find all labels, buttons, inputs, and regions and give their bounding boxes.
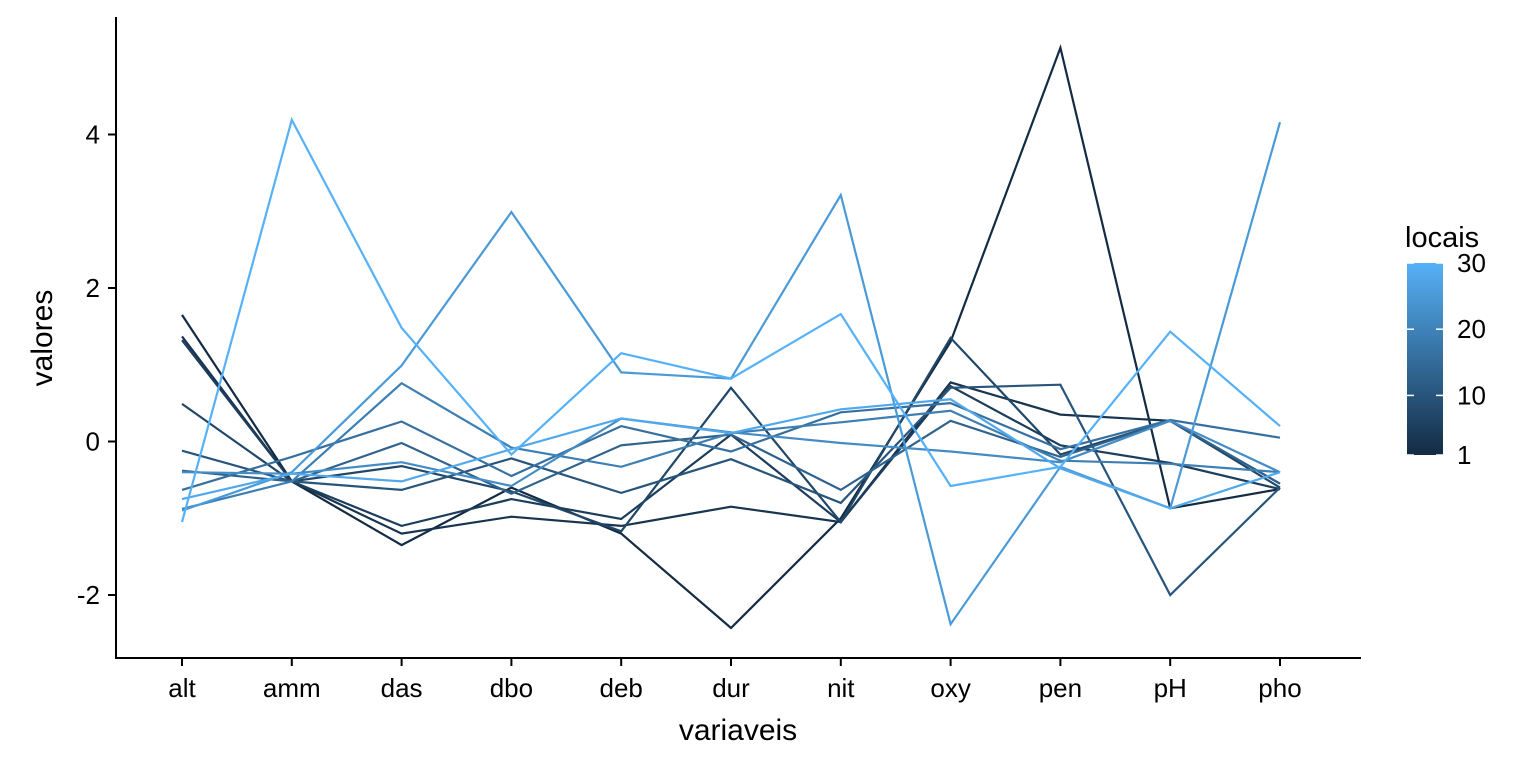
x-tick-label: amm (263, 673, 321, 703)
x-axis-label: variaveis (679, 714, 797, 747)
y-tick-label: -2 (77, 580, 100, 610)
series-line-local-10 (181, 383, 1281, 597)
series-lines (180, 44, 1282, 630)
series-line-local-30 (180, 116, 1281, 523)
x-tick-label: das (381, 673, 423, 703)
legend-ticks: 1 10 20 30 (1407, 248, 1486, 470)
legend: locais 1 10 20 30 (1405, 222, 1486, 470)
x-tick-label: oxy (930, 673, 970, 703)
series-line-local-16 (181, 401, 1281, 491)
series-line-local-28 (181, 398, 1281, 510)
legend-colorbar (1407, 263, 1443, 455)
x-tick-label: dur (712, 673, 750, 703)
x-tick-label: alt (168, 673, 196, 703)
series-line-local-13 (181, 419, 1281, 495)
series-line-local-25 (181, 121, 1282, 627)
y-axis-label: valores (26, 290, 59, 387)
series-line-local-7 (181, 336, 1281, 533)
x-tick-label: dbo (490, 673, 533, 703)
x-tick-label: nit (827, 673, 855, 703)
legend-tick-label: 1 (1457, 440, 1471, 470)
y-tick-label: 2 (86, 273, 100, 303)
series-line-local-1 (181, 44, 1281, 630)
y-axis-ticks: -2 0 2 4 (77, 120, 116, 610)
y-tick-label: 0 (86, 427, 100, 457)
x-tick-label: deb (600, 673, 643, 703)
x-tick-label: pen (1039, 673, 1082, 703)
x-tick-label: pH (1154, 673, 1187, 703)
legend-tick-label: 20 (1457, 314, 1486, 344)
series-line-local-3 (181, 335, 1281, 535)
legend-tick-label: 30 (1457, 248, 1486, 278)
x-axis-ticks: alt amm das dbo deb dur nit oxy pen pH pho (168, 658, 1302, 703)
y-tick-label: 4 (86, 120, 100, 150)
legend-title: locais (1405, 222, 1479, 254)
x-tick-label: pho (1258, 673, 1301, 703)
legend-tick-label: 10 (1457, 380, 1486, 410)
